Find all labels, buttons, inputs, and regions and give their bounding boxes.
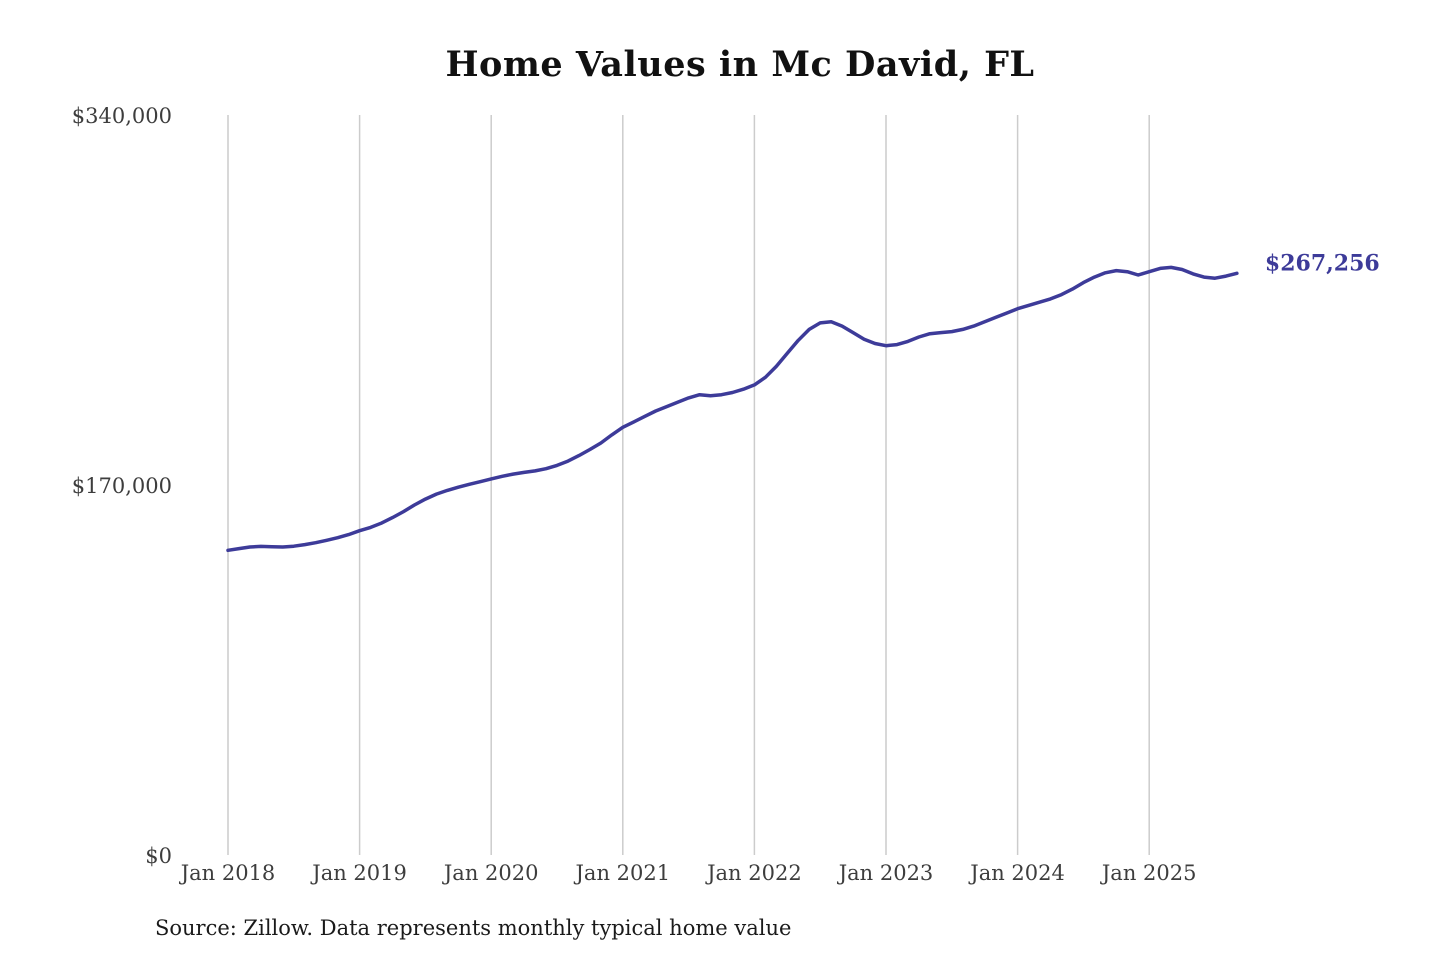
x-tick-label: Jan 2020: [442, 861, 539, 885]
x-tick-label: Jan 2021: [574, 861, 671, 885]
x-tick-label: Jan 2019: [310, 861, 407, 885]
y-tick-label: $0: [145, 844, 172, 868]
x-axis-labels: Jan 2018 Jan 2019 Jan 2020 Jan 2021 Jan 2022…: [179, 861, 1197, 885]
x-tick-label: Jan 2022: [705, 861, 802, 885]
x-tick-label: Jan 2025: [1100, 861, 1197, 885]
y-tick-label: $340,000: [72, 104, 172, 128]
x-tick-label: Jan 2018: [179, 861, 276, 885]
source-note: Source: Zillow. Data represents monthly …: [155, 916, 792, 940]
y-axis-labels: $340,000 $170,000 $0: [72, 104, 172, 868]
gridlines: [227, 115, 1150, 855]
y-tick-label: $170,000: [72, 474, 172, 498]
x-tick-label: Jan 2024: [968, 861, 1065, 885]
chart-title: Home Values in Mc David, FL: [445, 44, 1035, 85]
x-tick-label: Jan 2023: [837, 861, 934, 885]
home-value-line: [226, 265, 1239, 553]
current-value-label: $267,256: [1265, 250, 1380, 276]
